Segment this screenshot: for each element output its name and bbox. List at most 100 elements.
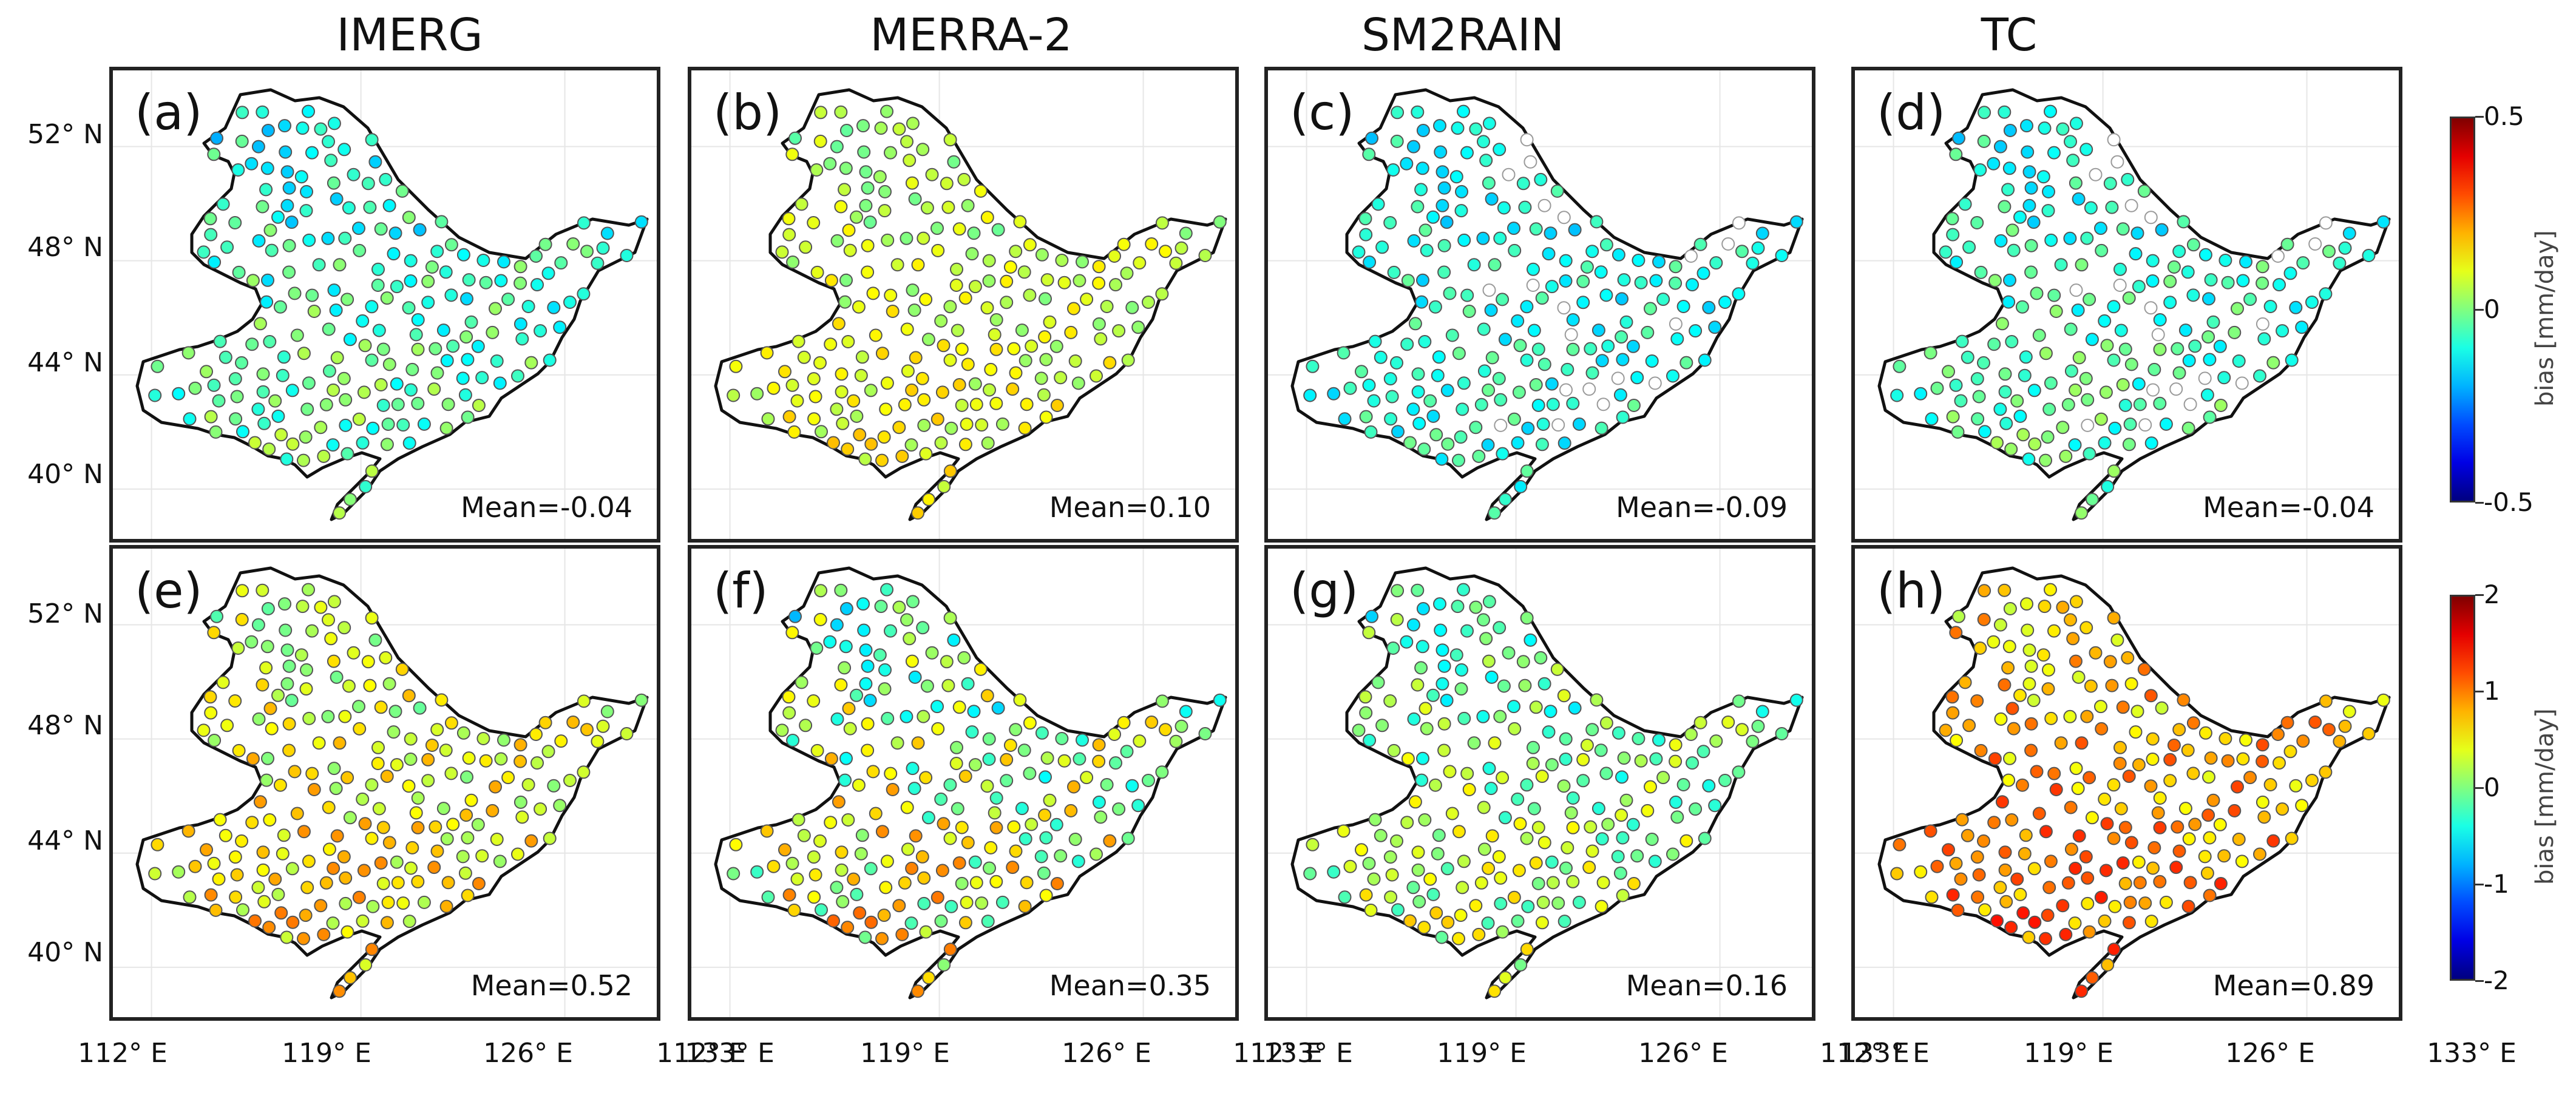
station-marker bbox=[949, 279, 963, 292]
station-marker bbox=[216, 197, 230, 211]
station-marker bbox=[810, 265, 824, 279]
station-marker bbox=[324, 632, 338, 646]
station-marker bbox=[1939, 245, 1953, 259]
station-marker bbox=[1698, 831, 1712, 845]
station-marker bbox=[940, 655, 954, 669]
station-marker bbox=[1599, 288, 1613, 302]
station-marker bbox=[900, 800, 914, 814]
station-marker bbox=[1648, 854, 1662, 868]
station-marker bbox=[2095, 243, 2109, 257]
station-marker bbox=[2061, 398, 2075, 411]
station-marker bbox=[1534, 651, 1548, 665]
station-marker bbox=[1559, 274, 1573, 288]
station-marker bbox=[2064, 364, 2078, 378]
station-marker bbox=[460, 770, 473, 784]
station-marker bbox=[333, 258, 347, 272]
station-marker bbox=[880, 583, 893, 597]
station-marker bbox=[396, 418, 410, 432]
station-marker bbox=[1343, 381, 1357, 395]
station-marker bbox=[288, 286, 302, 300]
station-marker bbox=[296, 121, 310, 135]
station-marker bbox=[839, 602, 853, 615]
station-marker bbox=[1484, 782, 1498, 796]
station-marker bbox=[1043, 793, 1057, 807]
station-marker bbox=[2024, 181, 2038, 195]
station-marker bbox=[775, 245, 789, 259]
station-marker bbox=[1499, 971, 1512, 984]
station-marker bbox=[1000, 274, 1014, 288]
station-marker bbox=[835, 845, 849, 859]
station-marker bbox=[1050, 877, 1064, 890]
station-marker bbox=[2206, 315, 2220, 329]
station-marker bbox=[788, 131, 802, 145]
station-marker bbox=[577, 694, 591, 708]
station-marker bbox=[782, 706, 796, 720]
station-marker bbox=[2201, 330, 2215, 344]
station-marker bbox=[1582, 861, 1596, 875]
station-marker bbox=[2018, 847, 2032, 861]
station-marker bbox=[2322, 245, 2336, 259]
station-marker bbox=[1676, 778, 1690, 791]
station-marker bbox=[444, 288, 458, 302]
station-marker bbox=[1064, 325, 1078, 339]
station-marker bbox=[1025, 817, 1039, 831]
station-marker bbox=[404, 274, 418, 288]
station-marker bbox=[1476, 231, 1490, 245]
station-marker bbox=[280, 643, 294, 657]
map-panel-e: (e) Mean=0.52 bbox=[109, 545, 660, 1021]
colorbar-tick-mark bbox=[2475, 884, 2484, 885]
station-marker bbox=[2153, 313, 2167, 327]
station-marker bbox=[1535, 770, 1549, 783]
station-marker bbox=[1352, 723, 1366, 737]
station-marker bbox=[2146, 861, 2160, 875]
station-marker bbox=[2169, 861, 2183, 875]
station-marker bbox=[2236, 752, 2250, 766]
station-marker bbox=[1117, 716, 1131, 729]
station-marker bbox=[577, 216, 591, 230]
station-marker bbox=[1418, 223, 1432, 237]
station-marker bbox=[1108, 249, 1121, 263]
station-marker bbox=[1945, 212, 1959, 226]
station-marker bbox=[2010, 872, 2024, 886]
station-marker bbox=[1516, 655, 1530, 669]
station-marker bbox=[875, 825, 889, 839]
station-marker bbox=[1109, 278, 1122, 292]
station-marker bbox=[365, 611, 379, 625]
station-marker bbox=[1484, 303, 1498, 317]
station-marker bbox=[2005, 702, 2019, 716]
station-marker bbox=[524, 834, 538, 848]
station-marker bbox=[2228, 804, 2242, 817]
station-marker bbox=[1159, 245, 1172, 259]
station-marker bbox=[1428, 300, 1442, 314]
station-marker bbox=[859, 677, 873, 691]
station-marker bbox=[1406, 140, 1420, 154]
station-marker bbox=[256, 200, 269, 214]
station-marker bbox=[1352, 245, 1366, 259]
station-marker bbox=[2005, 223, 2019, 237]
station-marker bbox=[881, 711, 895, 725]
station-marker bbox=[955, 821, 969, 834]
station-marker bbox=[1561, 841, 1574, 854]
station-marker bbox=[2047, 624, 2061, 638]
station-marker bbox=[2080, 231, 2094, 245]
station-marker bbox=[785, 147, 799, 161]
station-marker bbox=[271, 210, 285, 224]
station-marker bbox=[856, 119, 870, 133]
station-marker bbox=[280, 452, 294, 466]
station-marker bbox=[786, 734, 800, 747]
station-marker bbox=[864, 437, 878, 451]
station-marker bbox=[382, 677, 396, 691]
station-marker bbox=[2002, 773, 2016, 787]
station-marker bbox=[554, 256, 568, 270]
station-marker bbox=[1142, 296, 1155, 309]
station-marker bbox=[905, 861, 919, 875]
station-marker bbox=[2054, 736, 2068, 750]
station-marker bbox=[1973, 641, 1987, 655]
station-marker bbox=[1496, 771, 1510, 785]
station-marker bbox=[521, 778, 535, 791]
station-marker bbox=[1057, 754, 1071, 768]
station-marker bbox=[984, 362, 998, 376]
map-plot bbox=[691, 549, 1235, 1017]
station-marker bbox=[1112, 802, 1126, 816]
station-marker bbox=[207, 856, 221, 870]
